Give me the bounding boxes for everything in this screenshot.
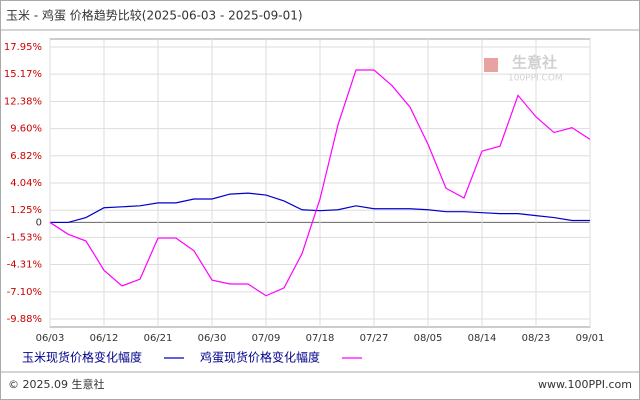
watermark-url: 100PPI.COM: [508, 74, 563, 84]
y-tick-label: -1.53%: [7, 232, 42, 243]
legend-label: 玉米现货价格变化幅度: [22, 350, 142, 365]
y-tick-label: 15.17%: [4, 69, 42, 80]
y-tick-label: -4.31%: [7, 260, 42, 271]
chart-title: 玉米 - 鸡蛋 价格趋势比较(2025-06-03 - 2025-09-01): [6, 8, 303, 23]
x-tick-label: 07/27: [360, 333, 389, 344]
x-tick-label: 06/30: [198, 333, 227, 344]
y-tick-label: 4.04%: [10, 178, 42, 189]
y-tick-label: 17.95%: [4, 42, 42, 53]
y-tick-label: 6.82%: [10, 151, 42, 162]
y-tick-label: 12.38%: [4, 96, 42, 107]
watermark: 生意社 100PPI.COM: [484, 54, 563, 84]
x-tick-label: 06/21: [144, 333, 173, 344]
x-tick-label: 08/14: [468, 333, 497, 344]
y-tick-label: -9.88%: [7, 314, 42, 325]
series-line: [49, 69, 591, 297]
series-line: [50, 192, 590, 224]
y-tick-label: 0: [36, 217, 42, 228]
watermark-logo: [484, 58, 498, 72]
x-tick-label: 06/03: [36, 333, 65, 344]
x-tick-label: 08/05: [414, 333, 443, 344]
y-tick-label: 1.25%: [10, 205, 42, 216]
watermark-name: 生意社: [512, 54, 557, 72]
legend-label: 鸡蛋现货价格变化幅度: [200, 350, 320, 365]
x-tick-label: 07/09: [252, 333, 281, 344]
footer-left: © 2025.09 生意社: [8, 377, 104, 391]
y-tick-label: 9.60%: [10, 124, 42, 135]
x-tick-label: 08/23: [522, 333, 551, 344]
footer-right: www.100PPI.com: [538, 378, 632, 391]
x-tick-label: 06/12: [90, 333, 119, 344]
y-tick-label: -7.10%: [7, 287, 42, 298]
x-tick-label: 09/01: [576, 333, 605, 344]
x-tick-label: 07/18: [306, 333, 335, 344]
